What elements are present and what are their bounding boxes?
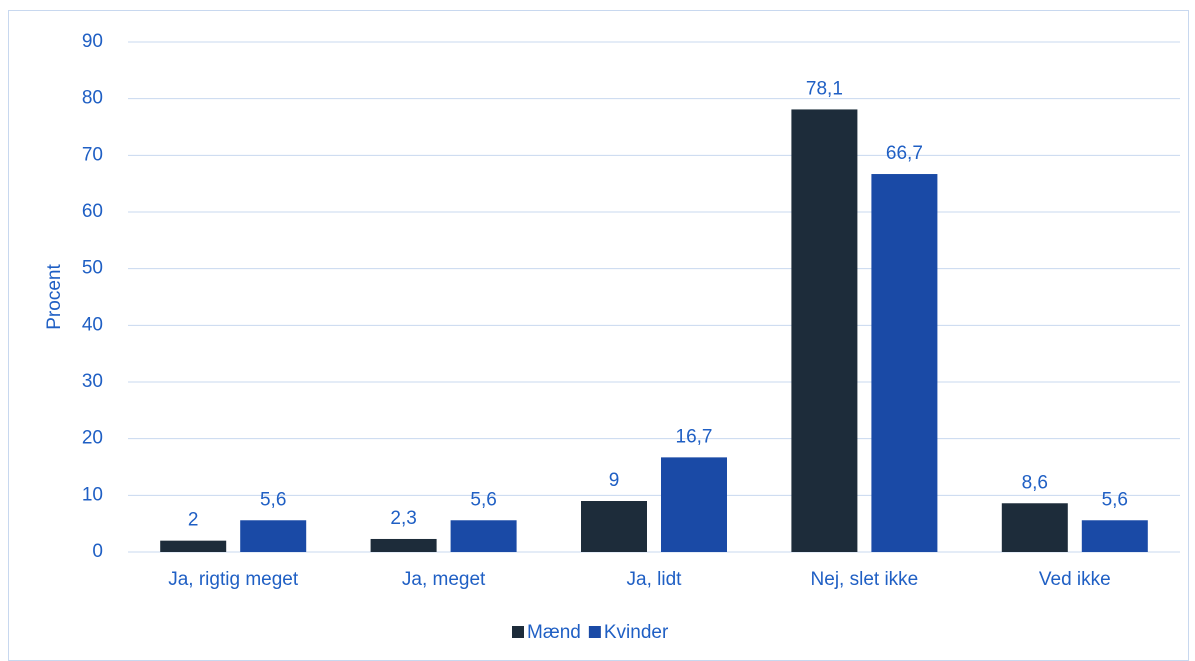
legend-label: Mænd — [527, 622, 581, 643]
x-tick-label: Ja, rigtig meget — [168, 569, 299, 590]
data-label: 5,6 — [470, 489, 496, 510]
data-label: 2,3 — [390, 508, 416, 529]
x-tick-label: Ja, meget — [402, 569, 486, 590]
data-label: 5,6 — [1102, 489, 1128, 510]
bar — [581, 501, 647, 552]
bar — [661, 457, 727, 552]
data-label: 78,1 — [806, 78, 843, 99]
y-tick-label: 80 — [82, 88, 103, 109]
y-tick-label: 40 — [82, 314, 103, 335]
y-tick-label: 70 — [82, 144, 103, 165]
x-tick-label: Nej, slet ikke — [811, 569, 919, 590]
bar — [240, 520, 307, 552]
y-axis-title: Procent — [44, 264, 65, 330]
x-tick-label: Ved ikke — [1039, 569, 1111, 590]
legend-label: Kvinder — [604, 622, 669, 643]
y-tick-label: 30 — [82, 371, 103, 392]
data-label: 66,7 — [886, 143, 923, 164]
y-tick-label: 50 — [82, 258, 103, 279]
y-tick-label: 0 — [92, 541, 103, 562]
legend-swatch — [512, 626, 524, 638]
bar — [791, 109, 858, 552]
y-tick-label: 60 — [82, 201, 103, 222]
bar — [1081, 520, 1148, 552]
data-label: 8,6 — [1022, 472, 1048, 493]
data-label: 5,6 — [260, 489, 286, 510]
chart-frame — [8, 10, 1189, 661]
data-label: 9 — [609, 470, 620, 491]
x-tick-label: Ja, lidt — [627, 569, 683, 590]
bar — [160, 540, 227, 552]
bar — [450, 520, 517, 552]
data-label: 2 — [188, 510, 199, 531]
legend-swatch — [588, 626, 601, 638]
data-label: 16,7 — [676, 426, 713, 447]
bar — [871, 174, 938, 553]
y-tick-label: 90 — [82, 31, 103, 52]
bar — [1001, 503, 1068, 552]
y-tick-label: 20 — [82, 428, 103, 449]
y-tick-label: 10 — [82, 484, 103, 505]
bar — [370, 538, 437, 552]
